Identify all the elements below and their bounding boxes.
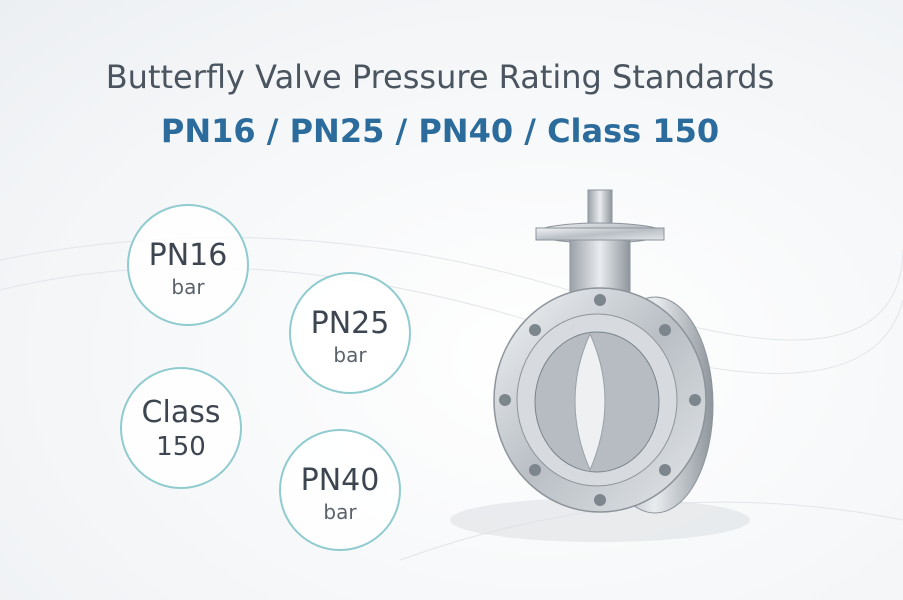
badge-sub: bar — [171, 275, 205, 299]
badge-main: PN16 — [148, 238, 228, 273]
badge-main: PN25 — [310, 306, 390, 341]
badge: PN16 bar — [127, 204, 249, 326]
badge: Class 150 — [120, 367, 242, 489]
badge-sub: bar — [323, 500, 357, 524]
badge-main: PN40 — [300, 463, 380, 498]
title: Butterfly Valve Pressure Rating Standard… — [105, 58, 775, 96]
badge-sub: 150 — [156, 432, 206, 462]
badge-sub: bar — [333, 343, 367, 367]
subtitle: PN16 / PN25 / PN40 / Class 150 — [160, 112, 720, 150]
badge-main: Class — [141, 395, 221, 430]
badge: PN25 bar — [289, 272, 411, 394]
badge: PN40 bar — [279, 429, 401, 551]
